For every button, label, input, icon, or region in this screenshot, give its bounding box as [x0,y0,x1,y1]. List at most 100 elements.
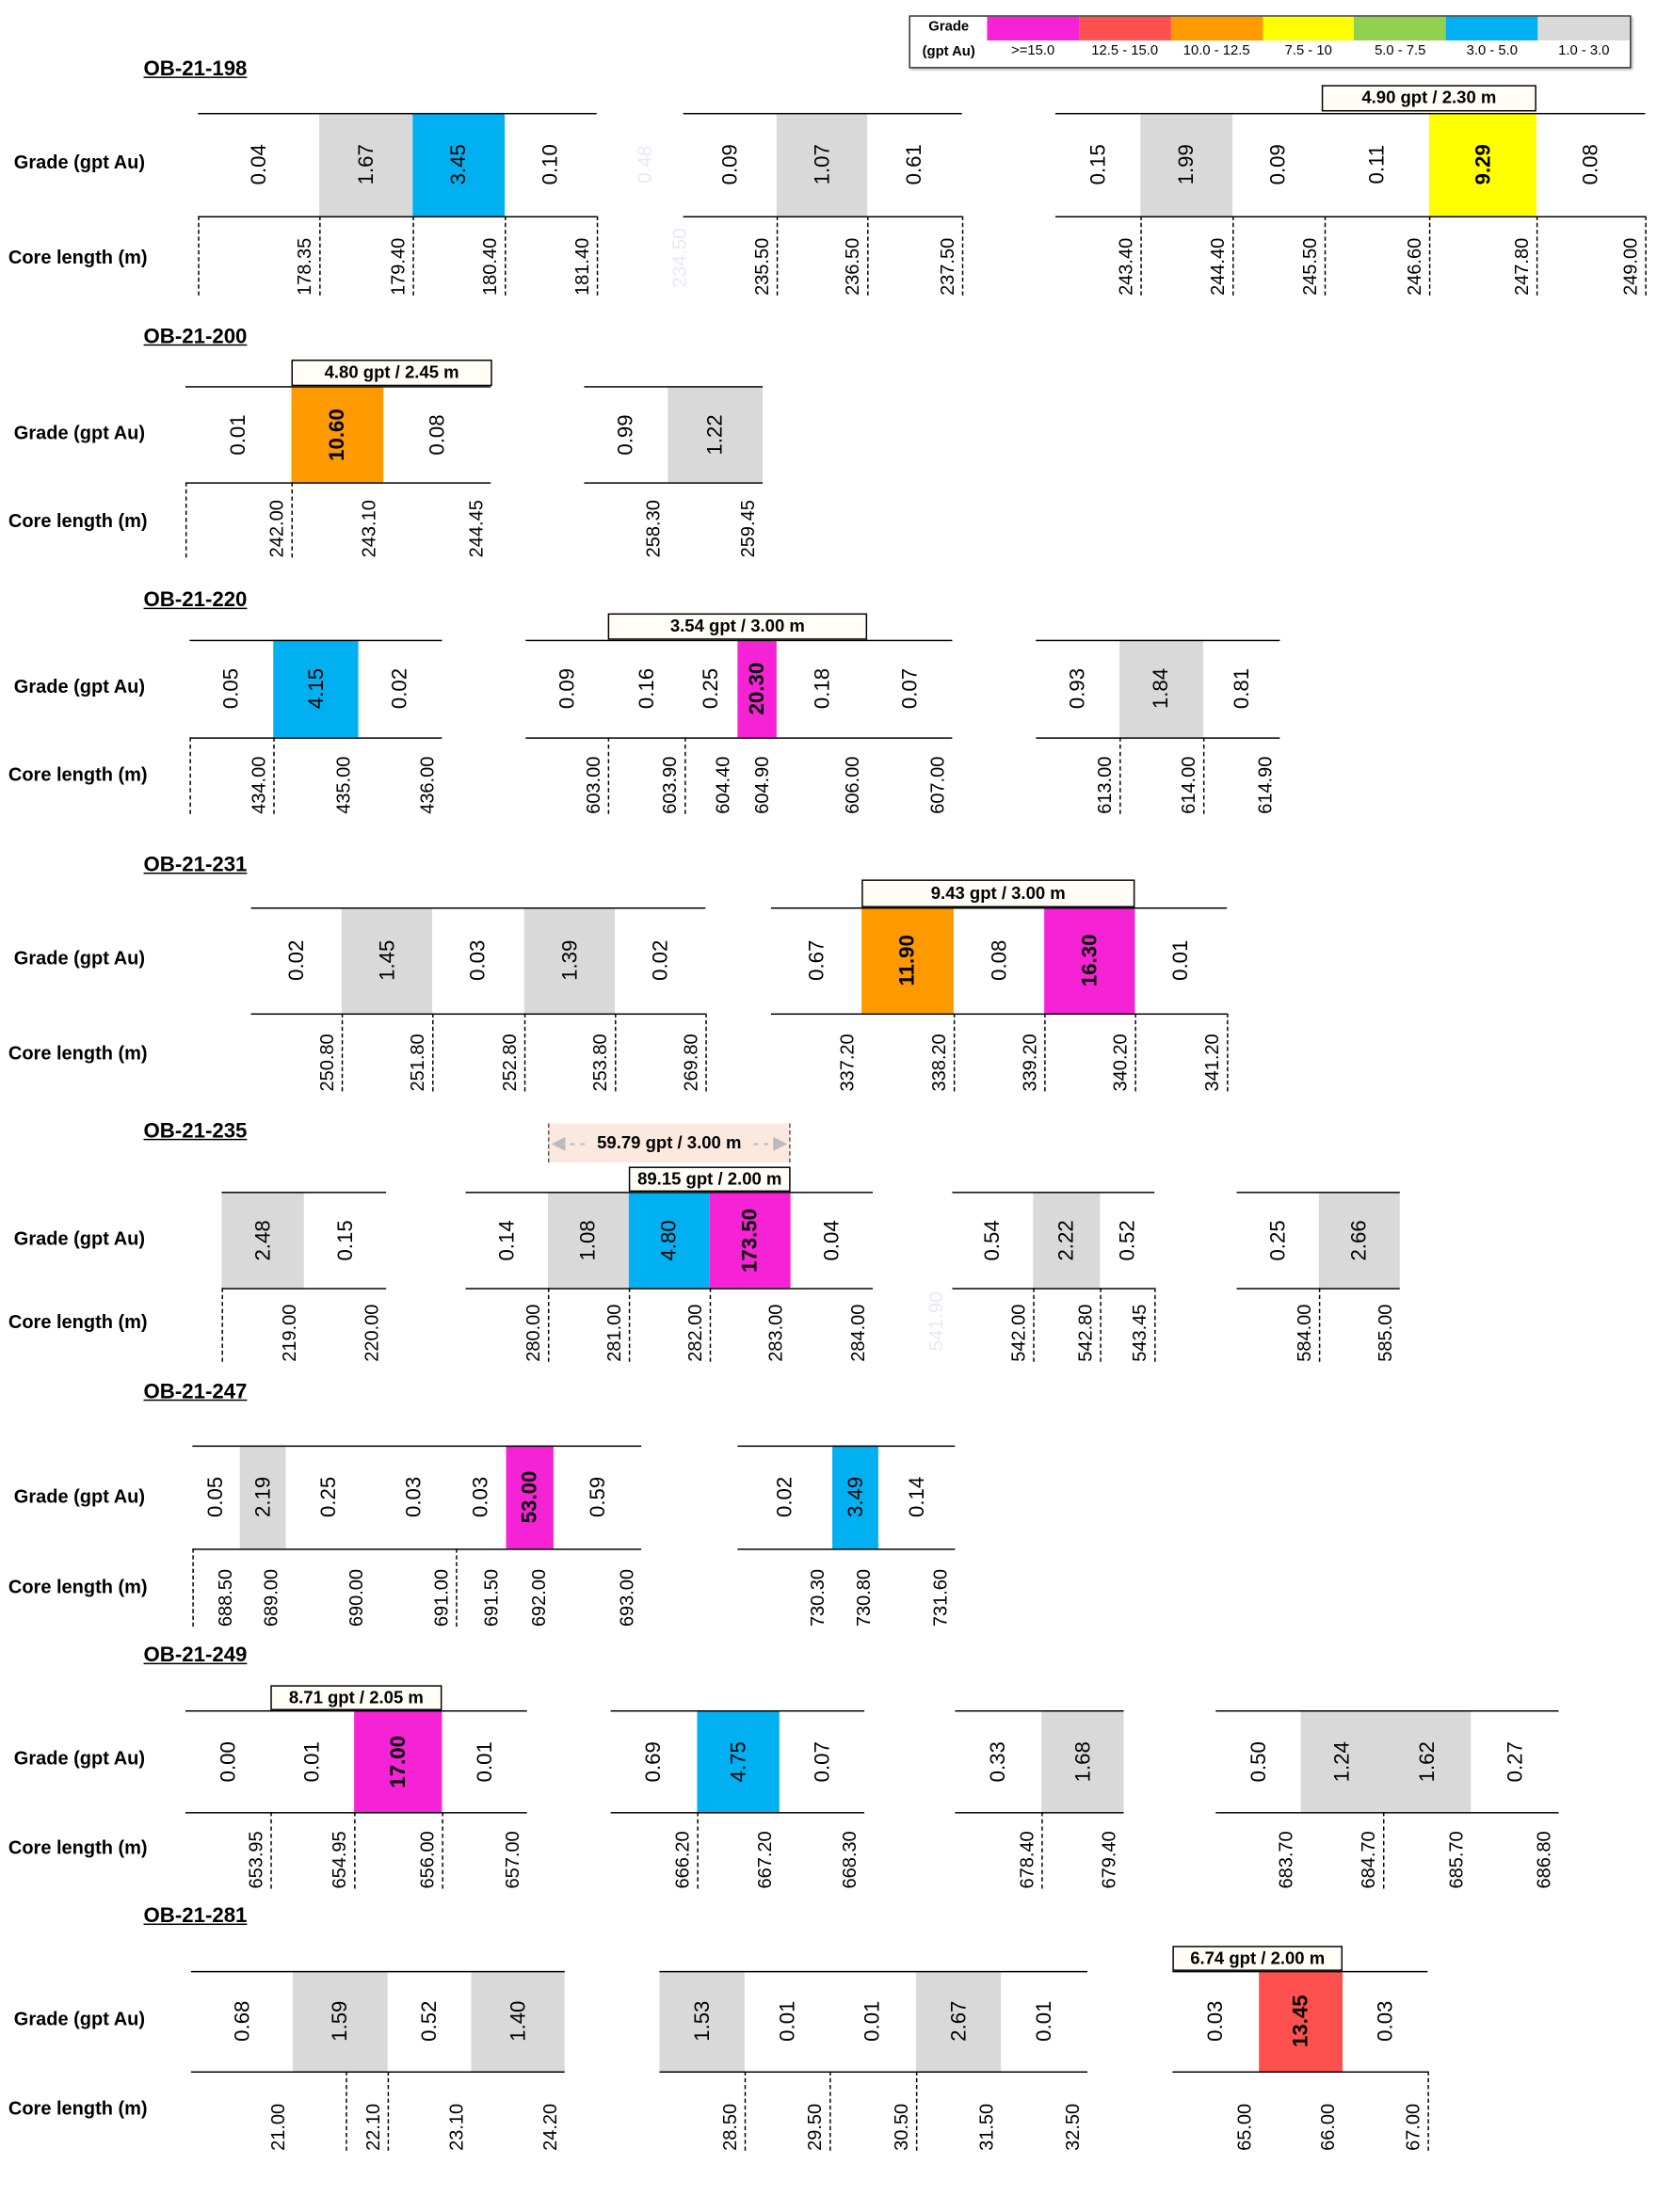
core-depth-value: 67.00 [1402,2103,1424,2151]
core-depth-value: 284.00 [847,1304,869,1362]
grade-top-line [185,1709,527,1712]
core-depth-value: 691.50 [480,1568,503,1627]
grade-legend: Grade (gpt Au) >=15.0 12.5 - 15.0 10.0 - 1… [909,15,1632,69]
grade-value: 1.53 [690,2000,715,2042]
grade-row-label: Grade (gpt Au) [13,152,146,173]
grade-value: 0.02 [388,667,412,710]
grade-value: 0.25 [1265,1219,1290,1260]
grade-value: 3.49 [843,1476,868,1518]
grade-top-line [190,1970,565,1973]
grade-top-line [1172,1970,1428,1973]
depth-divider [387,2071,390,2151]
core-depth-value: 614.00 [1178,756,1199,814]
assay-cell [832,1445,878,1549]
outer-intercept-label: 59.79 gpt / 3.00 m [597,1132,742,1153]
core-depth-value: 604.90 [751,756,773,814]
legend-range-label: 10.0 - 12.5 [1182,42,1250,59]
depth-divider [523,1013,526,1092]
grade-row-label: Grade (gpt Au) [13,676,146,697]
core-depth-value: 30.50 [891,2103,912,2151]
legend-title: Grade [928,19,970,36]
legend-range-label: 1.0 - 3.0 [1558,42,1610,59]
core-depth-value: 338.20 [928,1034,950,1092]
grade-value: 4.15 [303,667,328,710]
hole-id: OB-21-198 [143,56,248,81]
grade-value: 0.14 [494,1219,519,1260]
core-length-row-label: Core length (m) [8,2097,148,2119]
grade-top-line [1236,1192,1400,1194]
grade-value: 0.99 [614,413,638,455]
assay-cell [628,1192,710,1289]
grade-value: 1.99 [1174,144,1198,185]
grade-value: 16.30 [1077,934,1102,987]
grade-value: 0.69 [641,1740,667,1782]
assay-cell [697,1709,780,1813]
grade-value: 0.05 [203,1476,229,1518]
assay-cell [1300,1709,1383,1813]
legend-range-label: 3.0 - 5.0 [1466,42,1518,59]
grade-value: 0.11 [1364,144,1389,184]
core-depth-value: 667.20 [754,1831,776,1889]
depth-divider [1044,1013,1046,1092]
grade-value: 0.16 [634,667,658,710]
grade-value: 1.59 [328,2000,352,2042]
grade-value: 0.01 [226,413,250,455]
grade-top-line [1054,112,1646,115]
depth-divider [1119,737,1121,814]
faded-value: 0.48 [633,145,655,184]
grade-value: 4.75 [726,1740,750,1782]
grade-value: 20.30 [745,662,769,715]
core-depth-value: 31.50 [975,2103,997,2151]
grade-top-line [610,1709,865,1712]
grade-bottom-line [250,1013,706,1016]
depth-divider [1645,216,1647,296]
core-depth-value: 337.20 [836,1034,858,1092]
assay-cell [737,639,777,738]
depth-divider [628,1288,631,1362]
core-depth-value: 606.00 [842,756,863,814]
core-depth-value: 23.10 [445,2103,468,2151]
core-depth-value: 282.00 [684,1304,706,1362]
arrow-left-icon: ◀ - - [552,1132,586,1153]
core-depth-value: 542.00 [1007,1304,1029,1362]
core-depth-value: 613.00 [1094,756,1116,814]
grade-value: 2.19 [250,1476,275,1518]
grade-bottom-line [190,2071,565,2073]
grade-top-line [955,1709,1124,1712]
core-depth-value: 29.50 [804,2103,826,2151]
depth-divider [684,737,686,814]
depth-divider [615,1013,617,1092]
intercept-box: 89.15 gpt / 2.00 m [628,1166,791,1193]
core-depth-value: 654.95 [329,1831,350,1889]
assay-cell [471,1970,565,2072]
depth-divider [189,737,191,814]
grade-value: 1.08 [576,1219,601,1260]
legend-swatch [1078,16,1171,40]
core-depth-value: 543.45 [1129,1304,1150,1362]
grade-bottom-line [192,1548,642,1550]
core-depth-value: 243.40 [1115,237,1136,296]
grade-bottom-line [610,1812,865,1814]
grade-value: 0.04 [247,144,271,185]
hole-id: OB-21-220 [143,587,248,613]
grade-top-line [683,112,962,115]
core-depth-value: 179.40 [387,237,409,296]
assay-cell [659,1970,745,2072]
grade-bottom-line [955,1812,1124,1814]
grade-value: 1.39 [557,939,582,981]
grade-value: 0.01 [861,2000,885,2042]
grade-value: 53.00 [518,1470,542,1524]
core-depth-value: 436.00 [416,756,438,814]
assay-cell [291,386,384,483]
core-depth-value: 66.00 [1317,2103,1339,2151]
assay-cell [1041,1709,1124,1813]
grade-value: 0.61 [902,144,927,185]
grade-value: 0.07 [897,667,922,710]
grade-value: 1.62 [1415,1740,1440,1782]
grade-bottom-line [221,1288,387,1290]
grade-bottom-line [1172,2071,1428,2073]
core-depth-value: 252.80 [499,1034,521,1092]
depth-divider [432,1013,434,1092]
depth-divider [221,1288,223,1362]
grade-bottom-line [1054,216,1646,218]
